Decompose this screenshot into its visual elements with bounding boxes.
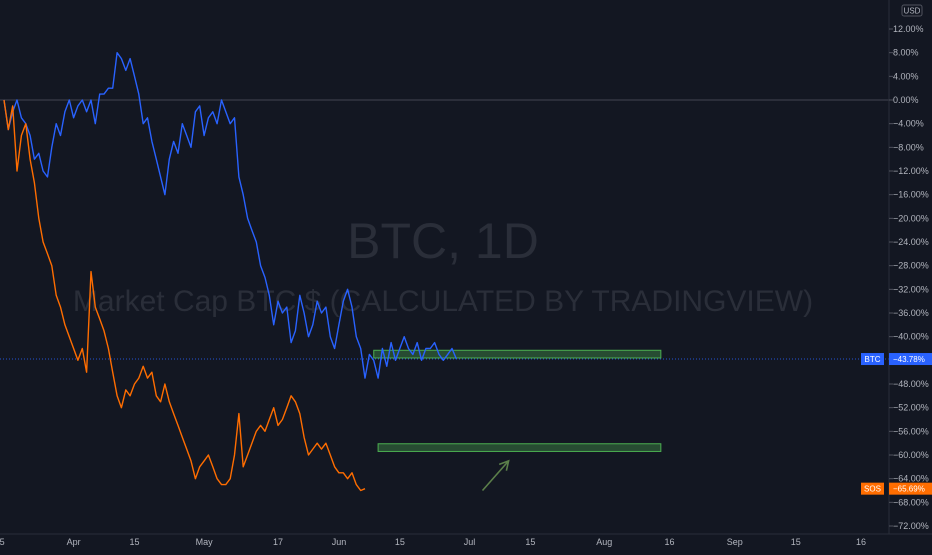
currency-button-frame[interactable] xyxy=(901,4,923,17)
y-tick-label: −52.00% xyxy=(893,403,929,413)
y-tick-label: 12.00% xyxy=(893,24,924,34)
y-tick-label: −16.00% xyxy=(893,190,929,200)
y-tick-label: 0.00% xyxy=(893,95,919,105)
series-name-label: SOS xyxy=(864,485,881,494)
x-tick-label: Apr xyxy=(67,537,81,547)
x-tick-label: 15 xyxy=(395,537,405,547)
x-tick-label: Jul xyxy=(464,537,476,547)
drawing-arrow[interactable] xyxy=(481,459,510,492)
last-value-badge xyxy=(889,353,932,366)
x-tick-label: 15 xyxy=(0,537,5,547)
time-axis[interactable]: 15 Apr 15 May 17 Jun 15 Jul 15 Aug 16 Sep 15 16 xyxy=(0,537,866,547)
y-tick-label: −60.00% xyxy=(893,450,929,460)
y-tick-label: −20.00% xyxy=(893,213,929,223)
y-tick-label: −12.00% xyxy=(893,166,929,176)
watermark-symbol: BTC, 1D xyxy=(347,213,539,269)
x-tick-label: 16 xyxy=(665,537,675,547)
last-value-label: −65.69% xyxy=(893,485,925,494)
last-value-badges: BTC −43.78% SOS −65.69% xyxy=(861,353,932,495)
x-tick-label: 16 xyxy=(856,537,866,547)
y-tick-label: 8.00% xyxy=(893,48,919,58)
y-tick-label: −56.00% xyxy=(893,426,929,436)
series-name-badge xyxy=(861,353,884,366)
x-tick-label: 15 xyxy=(525,537,535,547)
last-value-label: −43.78% xyxy=(893,355,925,364)
support-box-2[interactable] xyxy=(377,443,662,452)
x-tick-label: May xyxy=(196,537,214,547)
y-tick-label: −28.00% xyxy=(893,261,929,271)
currency-button-label[interactable]: USD xyxy=(904,7,921,16)
support-box-1[interactable] xyxy=(373,349,662,359)
y-tick-label: −48.00% xyxy=(893,379,929,389)
series-name-badge xyxy=(861,482,884,495)
y-tick-label: −8.00% xyxy=(893,142,924,152)
x-tick-label: Jun xyxy=(332,537,347,547)
x-tick-label: Sep xyxy=(727,537,743,547)
currency-button[interactable]: USD xyxy=(901,4,923,17)
series-lines xyxy=(3,52,458,492)
y-tick-label: −68.00% xyxy=(893,497,929,507)
y-tick-label: −64.00% xyxy=(893,474,929,484)
x-tick-label: 15 xyxy=(791,537,801,547)
y-tick-label: −4.00% xyxy=(893,119,924,129)
watermark-description: Market Cap BTC $ (CALCULATED BY TRADINGV… xyxy=(73,285,813,318)
series-line-sos xyxy=(3,99,366,492)
price-axis[interactable]: 12.00% 8.00% 4.00% 0.00% −4.00% −8.00% −12.00%… xyxy=(889,24,929,531)
arrow-head[interactable] xyxy=(498,459,510,471)
series-name-label: BTC xyxy=(865,355,881,364)
drawing-rectangles[interactable] xyxy=(373,349,662,452)
series-line-btc xyxy=(3,52,458,379)
y-tick-label: −32.00% xyxy=(893,284,929,294)
arrow-shaft[interactable] xyxy=(481,460,510,492)
x-tick-label: 17 xyxy=(273,537,283,547)
last-value-badge xyxy=(889,482,932,495)
y-tick-label: −24.00% xyxy=(893,237,929,247)
y-tick-label: −40.00% xyxy=(893,332,929,342)
y-tick-label: 4.00% xyxy=(893,71,919,81)
y-tick-label: −72.00% xyxy=(893,521,929,531)
x-tick-label: 15 xyxy=(129,537,139,547)
x-tick-label: Aug xyxy=(596,537,612,547)
y-tick-label: −36.00% xyxy=(893,308,929,318)
